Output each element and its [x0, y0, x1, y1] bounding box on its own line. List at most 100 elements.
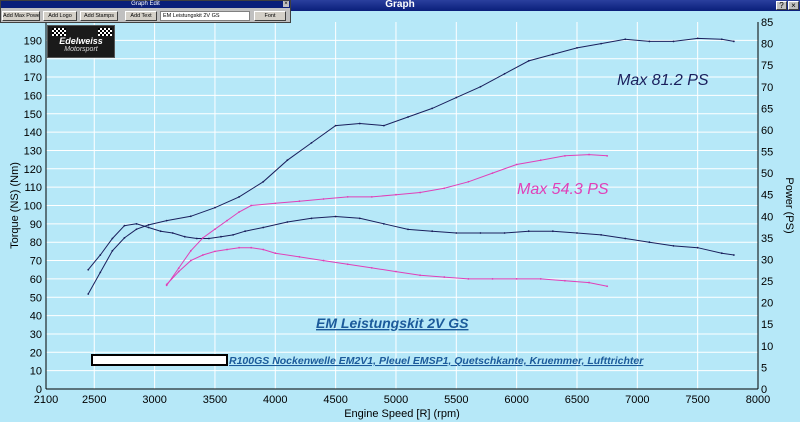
y-tick-label: 70: [30, 256, 42, 268]
series-point-0: [624, 237, 627, 240]
series-point-0: [503, 232, 506, 234]
y2-tick-label: 60: [761, 125, 773, 137]
graph-edit-close-button[interactable]: ×: [283, 1, 289, 7]
series-point-3: [419, 191, 422, 194]
y2-tick-label: 20: [761, 298, 773, 310]
max-power-annotation-blue: Max 81.2 PS: [617, 72, 709, 89]
series-point-1: [407, 116, 409, 118]
y-tick-label: 160: [24, 90, 42, 102]
series-point-0: [159, 230, 162, 233]
series-point-0: [310, 217, 313, 220]
series-point-1: [286, 159, 289, 162]
y-tick-label: 150: [24, 109, 42, 121]
stamp-box: [91, 354, 228, 366]
series-point-3: [201, 236, 204, 239]
window-titlebar: Graph ? ×: [0, 0, 800, 11]
logo-subtext: Motorsport: [64, 46, 98, 53]
series-point-1: [334, 124, 337, 127]
y2-tick-label: 75: [761, 60, 773, 72]
series-point-1: [479, 85, 482, 88]
series-point-1: [648, 40, 651, 43]
series-point-1: [696, 37, 699, 40]
y-tick-label: 0: [36, 384, 42, 396]
series-point-0: [123, 224, 126, 227]
series-point-3: [346, 195, 349, 198]
add-text-button[interactable]: Add Text: [125, 11, 157, 21]
series-point-0: [720, 252, 723, 255]
checkered-flag-icon: [52, 28, 66, 36]
y-tick-label: 80: [30, 237, 42, 249]
graph-text-input[interactable]: EM Leistungskit 2V GS: [160, 11, 250, 21]
series-point-0: [111, 237, 114, 240]
x-tick-label: 6500: [565, 394, 589, 406]
x-tick-label: 7500: [685, 394, 709, 406]
series-point-2: [201, 254, 204, 256]
add-logo-button[interactable]: Add Logo: [43, 11, 77, 21]
close-button[interactable]: ×: [788, 1, 799, 10]
series-point-3: [322, 198, 325, 200]
graph-subtitle-text: R100GS Nockenwelle EM2V1, Pleuel EMSP1, …: [229, 355, 644, 367]
x-tick-label: 3500: [203, 394, 227, 406]
series-point-0: [431, 230, 434, 233]
series-point-1: [720, 38, 723, 41]
series-point-2: [177, 270, 180, 273]
y2-tick-label: 30: [761, 254, 773, 266]
series-point-0: [87, 268, 90, 271]
add-stamps-button[interactable]: Add Stamps: [80, 11, 118, 21]
series-point-0: [220, 235, 222, 238]
y2-tick-label: 55: [761, 147, 773, 159]
y-tick-label: 50: [30, 292, 42, 304]
series-point-3: [370, 195, 373, 198]
y2-axis-label: Power (PS): [783, 177, 795, 233]
series-point-1: [600, 42, 603, 45]
add-max-power-button[interactable]: Add Max Power: [2, 11, 40, 21]
series-point-3: [515, 163, 518, 166]
graph-edit-titlebar: Graph Edit ×: [1, 1, 290, 8]
series-point-0: [195, 237, 198, 240]
y2-tick-label: 65: [761, 103, 773, 115]
series-point-0: [358, 217, 361, 220]
y-tick-label: 170: [24, 72, 42, 84]
series-point-1: [551, 53, 554, 56]
y2-tick-label: 10: [761, 341, 773, 353]
series-point-2: [346, 263, 349, 266]
graph-title-text: EM Leistungskit 2V GS: [316, 315, 469, 331]
series-point-0: [527, 230, 530, 233]
series-point-3: [467, 180, 470, 183]
series-point-2: [274, 252, 277, 255]
series-point-3: [395, 193, 397, 196]
y2-tick-label: 5: [761, 362, 767, 374]
series-point-0: [732, 254, 735, 256]
help-button[interactable]: ?: [776, 1, 787, 10]
series-point-0: [147, 226, 150, 229]
series-point-2: [588, 281, 590, 284]
series-point-2: [189, 259, 192, 262]
series-point-0: [262, 226, 265, 229]
x-tick-label: 4000: [263, 394, 287, 406]
series-point-3: [564, 154, 566, 157]
font-button[interactable]: Font: [254, 11, 286, 21]
y2-tick-label: 40: [761, 211, 773, 223]
series-point-1: [111, 249, 114, 252]
y2-tick-label: 25: [761, 276, 773, 288]
series-point-0: [208, 237, 210, 240]
edelweiss-logo: Edelweiss Motorsport: [47, 25, 115, 58]
series-point-3: [177, 267, 180, 270]
y2-tick-label: 45: [761, 190, 773, 202]
x-tick-label: 2500: [82, 394, 106, 406]
series-point-0: [183, 235, 186, 238]
y-axis-label: Torque (NS) (Nm): [9, 162, 21, 249]
series-point-2: [443, 276, 446, 278]
x-tick-label: 7000: [625, 394, 649, 406]
series-point-0: [244, 230, 247, 233]
series-point-3: [274, 202, 277, 205]
series-point-1: [503, 72, 506, 75]
series-point-1: [576, 47, 578, 49]
series-point-3: [189, 249, 192, 252]
series-point-2: [491, 278, 494, 280]
x-tick-label: 3000: [142, 394, 166, 406]
series-point-1: [358, 122, 361, 125]
y-tick-label: 110: [24, 182, 42, 194]
series-point-2: [370, 266, 373, 269]
graph-area: 2100 2500 3000 3500 4000 4500 5000 5500 6000 6500…: [0, 11, 800, 422]
